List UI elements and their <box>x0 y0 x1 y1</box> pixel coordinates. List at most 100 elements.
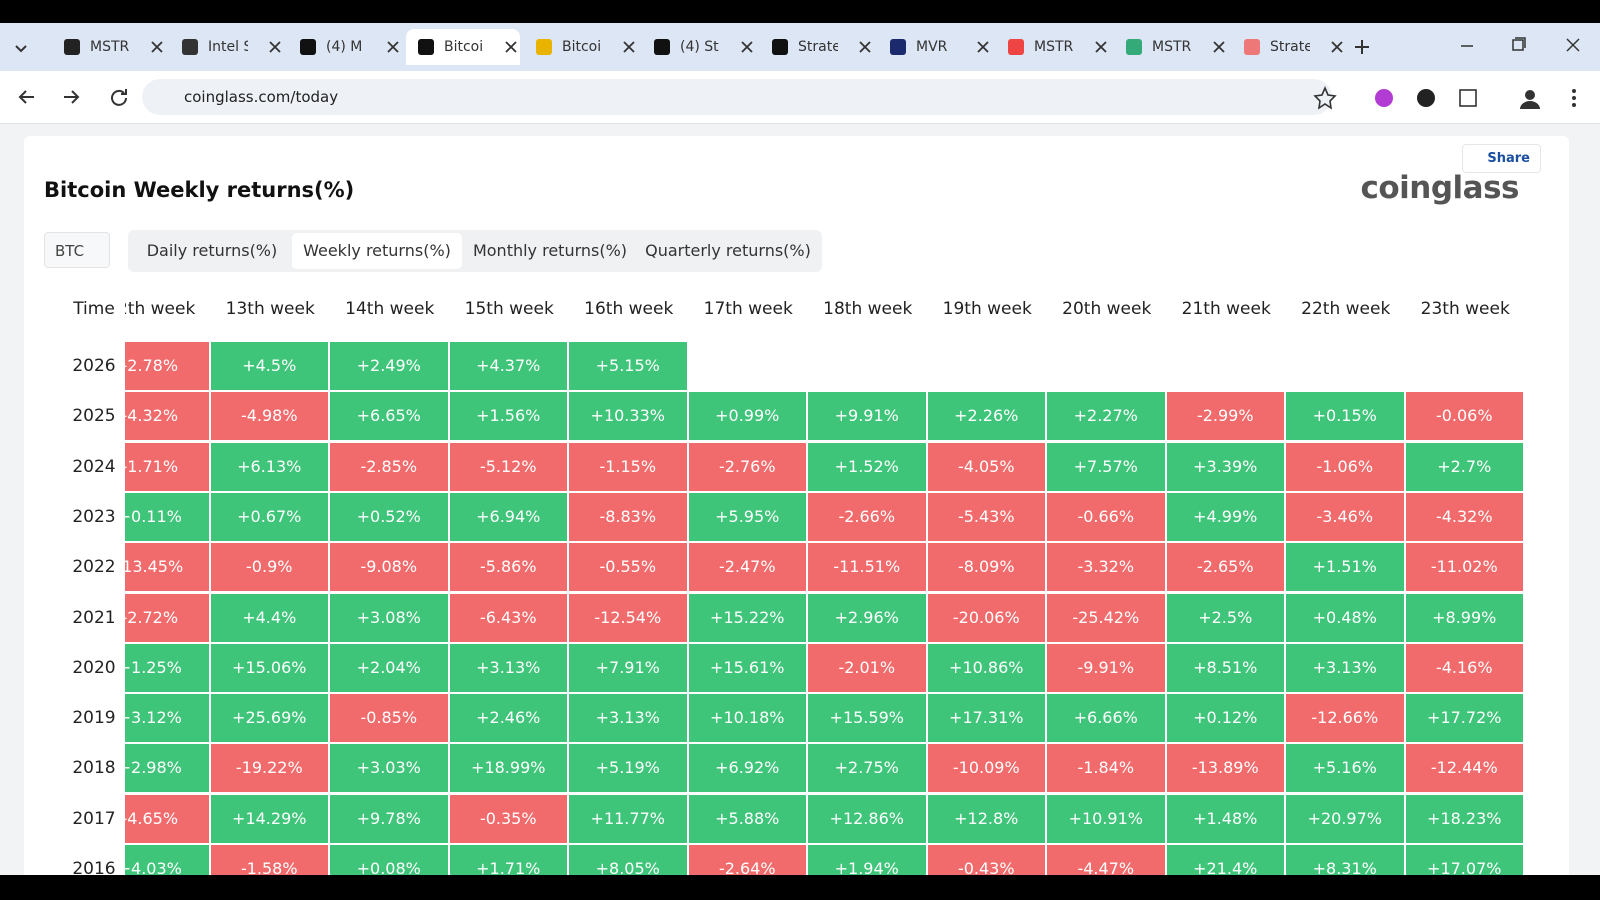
return-cell: -5.86% <box>449 543 567 592</box>
column-header: 18th week <box>823 299 913 319</box>
return-cell: +8.05% <box>569 845 687 875</box>
new-tab[interactable] <box>1352 37 1372 57</box>
return-cell: +2.98% <box>125 744 209 793</box>
period-tab[interactable]: Monthly returns(%) <box>472 241 628 260</box>
year-label: 2016 <box>72 859 116 875</box>
return-cell: -1.58% <box>210 845 328 875</box>
return-cell: -4.65% <box>125 794 209 843</box>
browser-tab[interactable]: Bitcoi <box>406 29 520 65</box>
return-cell: +12.8% <box>927 794 1045 843</box>
return-cell: -5.12% <box>449 442 567 491</box>
tab-title: (4) M <box>326 39 363 55</box>
return-cell: -0.43% <box>927 845 1045 875</box>
return-cell: -1.15% <box>569 442 687 491</box>
share-button[interactable]: Share <box>1462 144 1541 173</box>
tab-close[interactable] <box>268 40 282 54</box>
tab-close[interactable] <box>622 40 636 54</box>
return-cell: -9.08% <box>330 543 448 592</box>
return-cell: +0.12% <box>1166 694 1284 743</box>
return-cell: +0.67% <box>210 492 328 541</box>
browser-tab[interactable]: Intel S <box>170 29 284 65</box>
return-cell: -2.66% <box>808 492 926 541</box>
tab-title: MSTR <box>1152 39 1192 55</box>
return-cell: +4.37% <box>449 342 567 390</box>
return-cell: -5.43% <box>927 492 1045 541</box>
browser-tab[interactable]: MSTR <box>996 29 1110 65</box>
tab-close[interactable] <box>858 40 872 54</box>
return-cell: +14.29% <box>210 794 328 843</box>
tab-title: (4) St <box>680 39 719 55</box>
browser-tab[interactable]: MSTR <box>52 29 166 65</box>
coin-select[interactable]: BTC <box>44 232 110 268</box>
return-cell: -1.71% <box>125 442 209 491</box>
return-cell: +2.04% <box>330 643 448 692</box>
tab-close[interactable] <box>1212 40 1226 54</box>
return-cell: +10.33% <box>569 392 687 441</box>
return-cell: -0.06% <box>1405 392 1523 441</box>
tab-icon <box>536 39 552 55</box>
return-cell: -10.09% <box>927 744 1045 793</box>
browser-tab[interactable]: MSTR <box>1114 29 1228 65</box>
tab-close[interactable] <box>1094 40 1108 54</box>
tab-close[interactable] <box>740 40 754 54</box>
tab-close[interactable] <box>1330 40 1344 54</box>
tab-icon <box>418 39 434 55</box>
return-cell: +15.59% <box>808 694 926 743</box>
url-field[interactable]: coinglass.com/today <box>142 79 1332 115</box>
tab-icon <box>64 39 80 55</box>
return-cell: -4.32% <box>125 392 209 441</box>
tab-close[interactable] <box>150 40 164 54</box>
tab-close[interactable] <box>976 40 990 54</box>
return-cell: +2.27% <box>1047 392 1165 441</box>
return-cell: +8.31% <box>1286 845 1404 875</box>
return-cell: +7.91% <box>569 643 687 692</box>
return-cell: -6.43% <box>449 593 567 642</box>
return-cell: +5.88% <box>688 794 806 843</box>
return-cell: +3.13% <box>449 643 567 692</box>
browser-tab[interactable]: (4) M <box>288 29 402 65</box>
toolbar-icons[interactable] <box>1312 85 1582 111</box>
period-tab[interactable]: Daily returns(%) <box>146 241 278 260</box>
browser-tab[interactable]: (4) St <box>642 29 756 65</box>
return-cell: +2.26% <box>927 392 1045 441</box>
return-cell: -0.55% <box>569 543 687 592</box>
browser-tab[interactable]: Strate <box>1232 29 1346 65</box>
tab-title: Bitcoi <box>562 39 602 55</box>
return-cell: -11.51% <box>808 543 926 592</box>
tab-menu[interactable] <box>12 39 30 57</box>
return-cell: +9.91% <box>808 392 926 441</box>
tab-title: Strate <box>798 39 838 55</box>
return-cell: +12.86% <box>808 794 926 843</box>
browser-tab[interactable]: Strate <box>760 29 874 65</box>
return-cell: -3.46% <box>1286 492 1404 541</box>
return-cell: -8.09% <box>927 543 1045 592</box>
period-tab[interactable]: Quarterly returns(%) <box>645 241 811 260</box>
year-label: 2022 <box>72 557 116 578</box>
tab-close[interactable] <box>386 40 400 54</box>
return-cell: -2.72% <box>125 593 209 642</box>
year-label: 2023 <box>72 506 116 527</box>
column-header: 12th week <box>125 299 196 319</box>
column-header: Time <box>73 299 115 319</box>
return-cell: +10.86% <box>927 643 1045 692</box>
return-cell: +3.12% <box>125 694 209 743</box>
browser-tab[interactable]: MVR <box>878 29 992 65</box>
return-cell: +17.31% <box>927 694 1045 743</box>
return-cell: -2.65% <box>1166 543 1284 592</box>
return-cell: +0.48% <box>1286 593 1404 642</box>
return-cell: -8.83% <box>569 492 687 541</box>
return-cell: -12.44% <box>1405 744 1523 793</box>
tab-icon <box>772 39 788 55</box>
nav-buttons[interactable] <box>14 85 134 109</box>
return-cell: +3.13% <box>569 694 687 743</box>
column-header: 21th week <box>1181 299 1271 319</box>
window-controls[interactable] <box>1455 33 1595 61</box>
browser-tab[interactable]: Bitcoi <box>524 29 638 65</box>
return-cell: +15.61% <box>688 643 806 692</box>
period-tab[interactable]: Weekly returns(%) <box>292 233 462 269</box>
return-cell: -2.99% <box>1166 392 1284 441</box>
return-cell: -25.42% <box>1047 593 1165 642</box>
tab-close[interactable] <box>504 40 518 54</box>
return-cell: +18.99% <box>449 744 567 793</box>
logo: coinglass <box>1360 170 1519 206</box>
